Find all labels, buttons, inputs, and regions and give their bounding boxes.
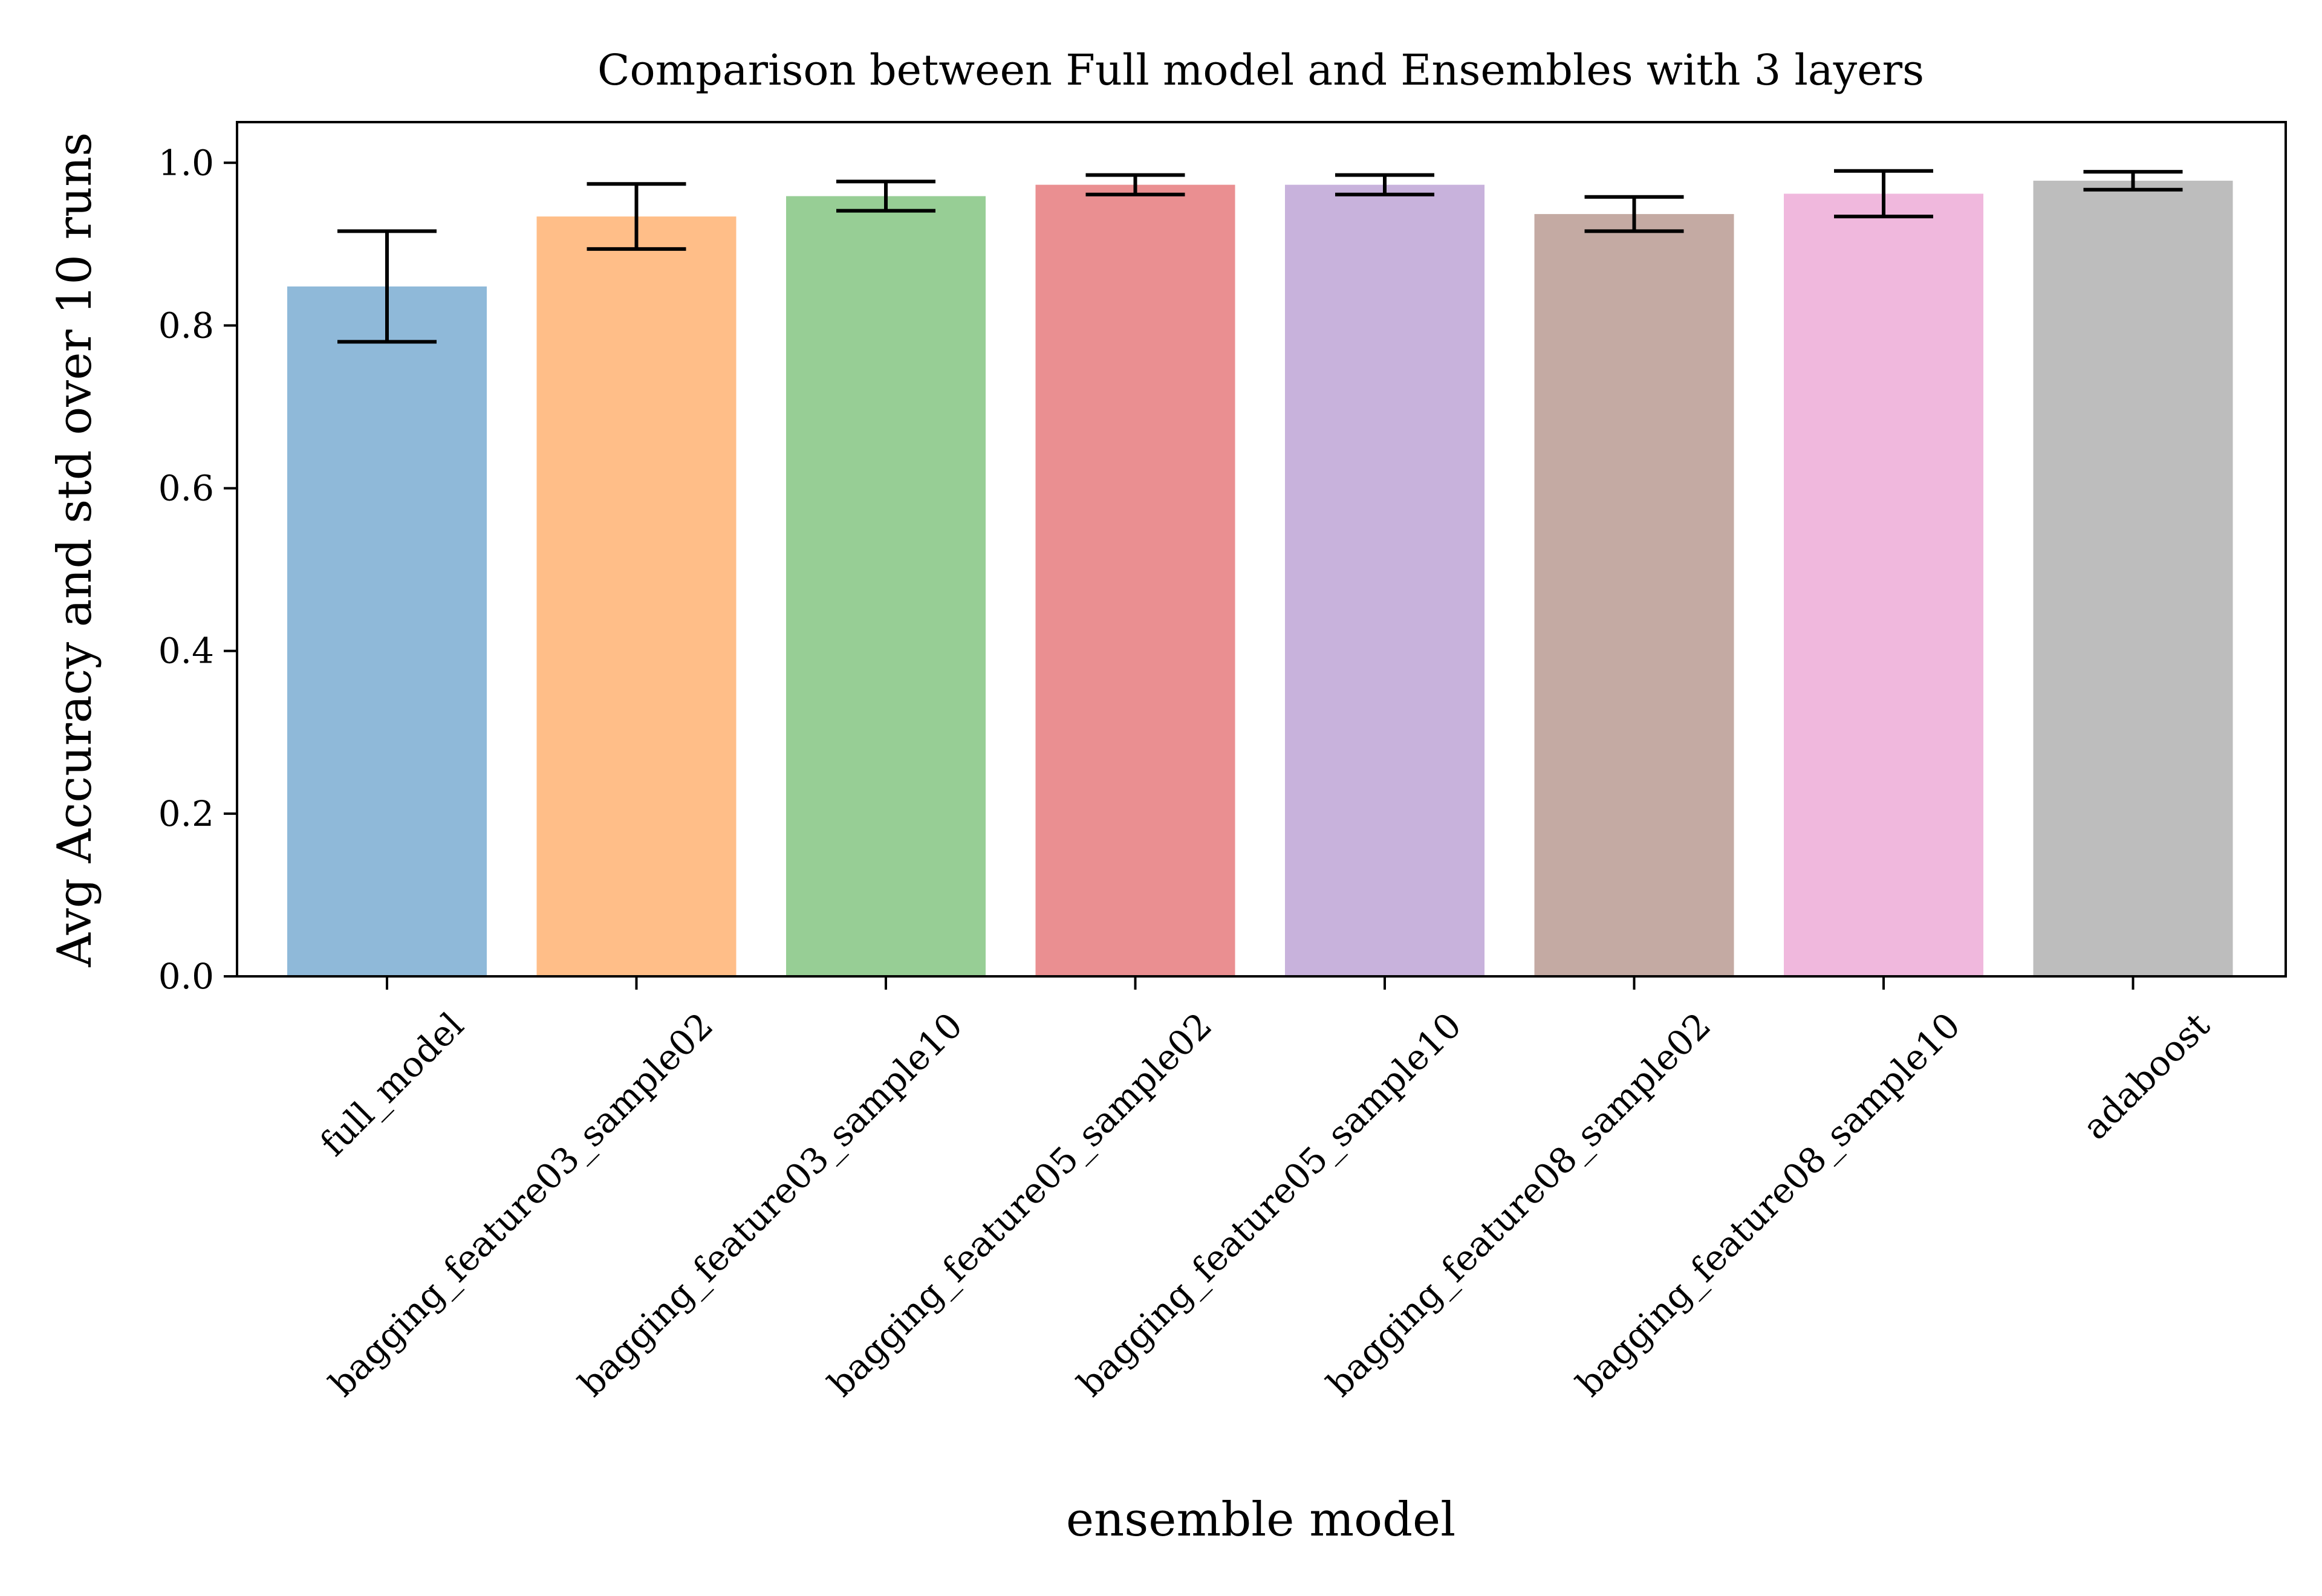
bar xyxy=(536,216,737,977)
error-bar xyxy=(337,229,437,344)
y-tick-label: 1.0 xyxy=(158,142,214,183)
bar xyxy=(1534,214,1734,977)
x-tick-label: adaboost xyxy=(2075,1005,2217,1147)
chart-title: Comparison between Full model and Ensemb… xyxy=(597,45,1924,95)
bars xyxy=(287,180,2233,977)
error-bar xyxy=(1834,169,1933,219)
error-bar xyxy=(1085,173,1185,196)
error-bar xyxy=(1584,195,1684,233)
x-axis-label: ensemble model xyxy=(1066,1493,1455,1547)
y-axis-label: Avg Accuracy and std over 10 runs xyxy=(48,132,102,968)
x-tick-label: bagging_feature03_sample02 xyxy=(321,1005,721,1404)
y-tick-label: 0.4 xyxy=(158,631,214,672)
x-tick-label: bagging_feature05_sample02 xyxy=(820,1005,1220,1404)
error-bars xyxy=(337,169,2183,344)
x-tick-label: bagging_feature03_sample10 xyxy=(571,1005,971,1404)
y-tick-label: 0.8 xyxy=(158,305,214,346)
y-tick-label: 0.2 xyxy=(158,793,214,834)
x-tick-label: bagging_feature08_sample10 xyxy=(1569,1005,1968,1404)
bar xyxy=(1784,193,1983,976)
bar xyxy=(786,196,986,977)
bar xyxy=(287,286,487,977)
error-bar xyxy=(836,180,935,213)
error-bar xyxy=(587,182,686,251)
bar xyxy=(1035,184,1235,976)
error-bar xyxy=(2083,170,2183,192)
x-axis: full_modelbagging_feature03_sample02bagg… xyxy=(312,976,2217,1404)
x-tick-label: bagging_feature05_sample10 xyxy=(1070,1005,1469,1404)
bar xyxy=(2033,180,2233,977)
y-axis: 0.0 0.2 0.4 0.6 0.8 1.0 xyxy=(158,142,237,997)
bar xyxy=(1285,184,1485,976)
y-tick-label: 0.6 xyxy=(158,468,214,509)
y-tick-label: 0.0 xyxy=(158,956,214,997)
error-bar xyxy=(1335,173,1434,196)
x-tick-label: bagging_feature08_sample02 xyxy=(1319,1005,1719,1404)
x-tick-label: full_model xyxy=(312,1005,472,1164)
plot-frame xyxy=(236,121,2287,978)
